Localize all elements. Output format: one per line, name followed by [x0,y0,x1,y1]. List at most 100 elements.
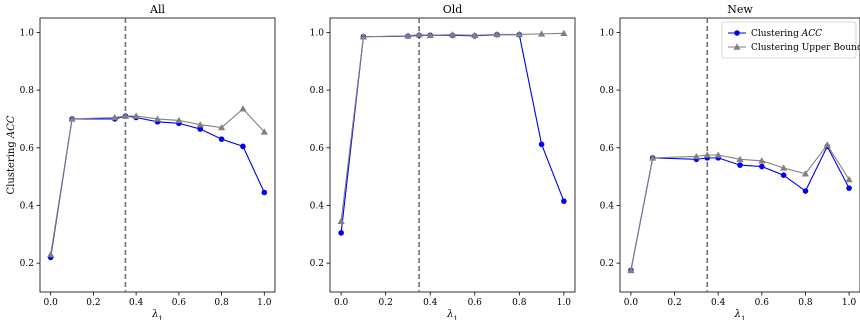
x-tick-label: 0.8 [798,298,813,308]
y-tick-label: 0.4 [600,201,615,211]
x-tick-label: 0.2 [86,298,100,308]
y-tick-label: 0.6 [600,144,615,154]
x-tick-label: 1.0 [842,298,857,308]
panel-title: New [727,3,753,16]
plot-frame [619,17,860,293]
data-point [239,105,247,112]
y-tick-label: 1.0 [600,28,615,38]
series-clustering-acc [628,143,852,274]
series-upper-bound [47,105,268,258]
data-point [627,266,635,274]
legend-label: Clustering Upper Bound [751,43,860,53]
x-tick-label: 1.0 [257,298,272,308]
y-tick-label: 0.8 [20,86,35,96]
data-point [780,172,787,178]
panel-title: All [149,3,165,16]
data-point [260,128,268,135]
data-point [758,157,766,164]
legend-marker [733,43,741,50]
data-point [801,170,810,177]
data-point [493,30,501,38]
data-point [703,151,711,158]
legend: Clustering ACC Clustering Upper Bound [721,21,860,59]
data-point [515,30,523,38]
panel-title: Old [443,3,463,16]
y-tick-label: 0.4 [310,201,325,211]
data-point [175,116,183,124]
data-point [121,112,130,119]
x-tick-label: 0.6 [468,298,483,308]
data-point [68,115,76,122]
data-point [649,154,657,161]
data-point [240,143,246,150]
data-point [217,124,226,131]
data-point [197,126,204,132]
y-tick-label: 0.2 [310,259,324,269]
plot-frame [329,17,576,293]
data-point [823,141,831,148]
series-line [340,34,565,233]
series-line [50,115,265,258]
y-tick-label: 1.0 [20,28,35,38]
data-point [471,31,479,39]
data-point [692,152,700,160]
data-point [802,188,809,194]
x-tick-label: 0.2 [667,298,681,308]
data-point [736,155,744,163]
x-tick-label: 0.6 [172,298,187,308]
series-clustering-acc [47,113,268,261]
y-axis-label: Clustering ACC [6,115,17,194]
data-point [47,250,55,258]
data-point [337,217,345,225]
series-upper-bound [627,141,853,274]
data-point [218,136,225,142]
data-point [359,33,368,40]
y-tick-label: 0.4 [20,201,35,211]
data-point [780,164,788,171]
data-point [196,121,204,128]
y-tick-label: 0.2 [600,259,614,269]
x-tick-label: 0.2 [379,298,393,308]
legend-box [721,21,857,59]
x-tick-label: 0.8 [214,298,229,308]
x-axis-label: λ1 [734,309,746,320]
legend-marker [734,30,740,36]
data-point [845,175,853,183]
data-point [737,162,743,168]
y-tick-label: 0.8 [600,86,615,96]
y-tick-label: 1.0 [310,28,325,38]
data-point [415,31,423,38]
x-tick-label: 0.6 [755,298,770,308]
x-tick-label: 1.0 [557,298,572,308]
data-point [153,115,162,122]
data-point [537,30,546,37]
chart-panel-all: All 0.0 0.2 0.4 0.6 0.8 1.0 0.2 0.4 0.6 0.8 1.0 λ1 Cl… [6,3,276,323]
data-point [560,29,568,36]
data-point [759,163,765,170]
data-point [538,141,545,148]
x-tick-label: 0.0 [44,298,59,308]
data-point [846,185,852,191]
series-line [340,32,564,222]
data-point [111,113,119,121]
plot-frame [39,17,276,293]
x-tick-label: 0.0 [334,298,349,308]
data-point [132,112,140,119]
legend-label: Clustering ACC [751,29,822,39]
x-tick-label: 0.0 [624,298,639,308]
series-line [50,108,265,255]
x-axis-label: λ1 [446,309,458,320]
data-point [338,230,344,236]
x-tick-label: 0.4 [423,298,438,308]
data-point [426,31,434,39]
data-point [561,198,567,204]
x-tick-label: 0.4 [711,298,726,308]
chart-panel-new: New 0.0 0.2 0.4 0.6 0.8 1.0 0.2 0.4 0.6 0.8 1.0 λ1 Cl… [600,3,860,323]
y-tick-label: 0.2 [20,259,34,269]
data-point [714,151,722,158]
series-clustering-acc [338,31,567,236]
data-point [448,31,457,38]
chart-panel-old: Old 0.0 0.2 0.4 0.6 0.8 1.0 0.2 0.4 0.6 0.8 1.0 λ1 [310,3,576,323]
